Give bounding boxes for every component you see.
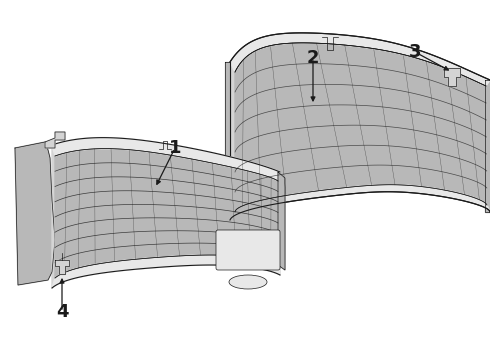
Polygon shape (52, 138, 280, 181)
Polygon shape (52, 255, 280, 288)
Polygon shape (230, 33, 490, 220)
Polygon shape (55, 260, 69, 274)
FancyBboxPatch shape (216, 230, 280, 270)
Polygon shape (55, 149, 278, 278)
Polygon shape (225, 62, 230, 220)
Polygon shape (45, 132, 65, 148)
Text: 2: 2 (307, 49, 319, 67)
Text: 3: 3 (409, 43, 421, 61)
Polygon shape (278, 172, 285, 270)
Polygon shape (485, 80, 490, 212)
Polygon shape (444, 68, 460, 86)
Polygon shape (235, 43, 487, 212)
Polygon shape (230, 33, 490, 86)
Polygon shape (15, 142, 55, 285)
Polygon shape (230, 185, 490, 220)
Text: 1: 1 (169, 139, 181, 157)
Ellipse shape (229, 275, 267, 289)
Text: 4: 4 (56, 303, 68, 321)
Polygon shape (52, 138, 280, 288)
